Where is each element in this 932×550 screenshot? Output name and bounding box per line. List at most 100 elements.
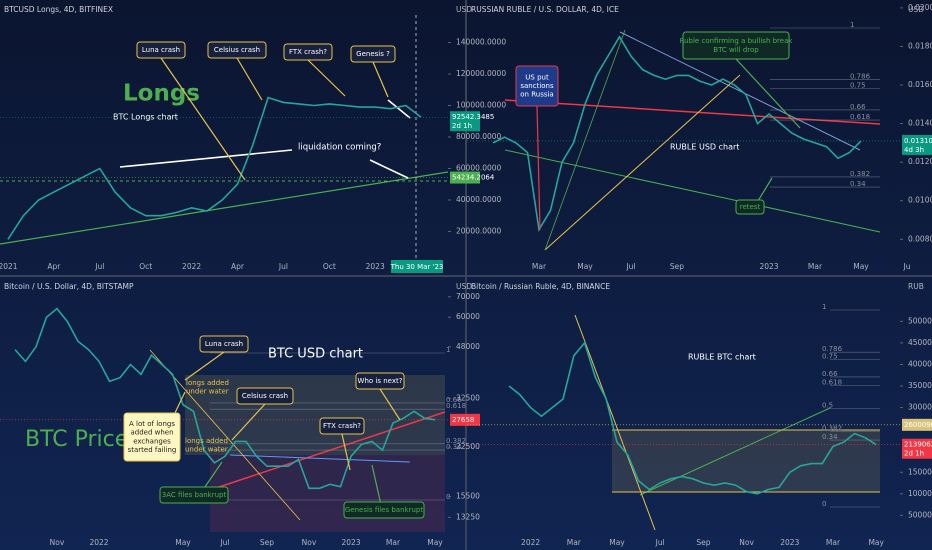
fib-label: 0.786 — [850, 73, 871, 81]
y-tick-label: 70000 — [456, 292, 480, 301]
callout — [350, 45, 396, 63]
y-tick-label: 15500 — [456, 492, 480, 501]
fib-label: 0.5 — [822, 402, 833, 410]
fib-label: 0.618 — [446, 402, 466, 410]
x-tick-label: Sep — [696, 538, 710, 547]
fib-label: 0.66 — [850, 103, 866, 111]
x-tick-label: 2023 — [780, 538, 799, 547]
callout — [207, 41, 267, 59]
y-tick-label: 22500 — [456, 442, 480, 451]
callout-text: Genesis files bankrupt — [345, 506, 423, 514]
x-tick-label: Mar — [532, 262, 547, 271]
y-tick-label: 5000000 — [908, 316, 932, 325]
price-line — [508, 341, 877, 495]
y-tick-label: 3000000 — [908, 403, 932, 412]
fib-label: 0.66 — [822, 370, 838, 378]
fib-label: 0.34 — [446, 443, 462, 451]
callout-text: sanctions — [520, 82, 554, 90]
x-tick-label: Oct — [139, 262, 152, 271]
price-line — [7, 96, 422, 240]
zone — [210, 455, 445, 532]
y-tick-label: 4000000 — [908, 359, 932, 368]
chart-title: Bitcoin / Russian Ruble, 4D, BINANCE — [471, 282, 610, 291]
x-tick-label: Mar — [567, 538, 582, 547]
drawing — [504, 149, 881, 233]
callout-text: on Russia — [520, 91, 553, 99]
date-tag — [391, 260, 443, 273]
callout-text: Genesis ? — [356, 50, 390, 58]
price-tag — [902, 418, 932, 431]
x-tick-label: Mar — [386, 538, 401, 547]
x-tick-label: 2023 — [759, 262, 778, 271]
callout-pointer — [372, 61, 389, 98]
callout-text: retest — [740, 203, 761, 211]
fib-label: 0.66 — [446, 396, 462, 404]
fib-label: 0.75 — [850, 81, 866, 89]
x-tick-label: Jul — [625, 262, 635, 271]
y-tick-label: 13250 — [456, 512, 480, 521]
fib-label: 1 — [850, 21, 854, 29]
chart-title: BTCUSD Longs, 4D, BITFINEX — [4, 5, 113, 14]
x-tick-label: Jul — [655, 538, 665, 547]
y-tick-label: 1000000 — [908, 489, 932, 498]
callout-text: Ruble confirming a bullish break — [680, 37, 794, 45]
x-tick-label: Sep — [670, 262, 684, 271]
fib-label: 0 — [822, 500, 826, 508]
callout-text: 3AC files bankrupt — [162, 491, 227, 499]
y-tick-label: 4500000 — [908, 338, 932, 347]
callout-text: Luna crash — [205, 340, 243, 348]
callout-text: Who is next? — [358, 377, 403, 385]
y-tick-label: 0.016000 — [908, 80, 932, 89]
y-tick-label: 0.018000 — [908, 41, 932, 50]
x-tick-label: 2021 — [0, 262, 18, 271]
fib-label: 1 — [822, 303, 826, 311]
callout-text: FTX crash? — [323, 422, 361, 430]
price-line — [14, 307, 436, 490]
x-tick-label: May — [175, 538, 191, 547]
callout-pointer — [536, 105, 541, 231]
fib-label: 0.786 — [822, 345, 843, 353]
drawing — [639, 407, 831, 496]
x-tick-label: May — [577, 262, 593, 271]
price-tag — [450, 111, 480, 132]
callout — [343, 501, 425, 519]
price-tag — [450, 171, 480, 184]
callout — [123, 412, 181, 462]
callout-pointer — [735, 58, 801, 129]
y-tick-label: 60000 — [456, 312, 480, 321]
fib-label: 0.382 — [822, 425, 842, 433]
fib-label: 0.382 — [446, 437, 466, 445]
x-tick-label: Mar — [826, 538, 841, 547]
callout-pointer — [379, 388, 401, 421]
callout-text: under water — [186, 388, 229, 396]
fib-label: 0.34 — [850, 180, 866, 188]
y-tick-label: 48000 — [456, 342, 480, 351]
axis-unit: USD — [908, 5, 924, 14]
x-tick-label: May — [609, 538, 625, 547]
y-tick-label: 0.014000 — [908, 119, 932, 128]
x-tick-label: Nov — [302, 538, 317, 547]
x-tick-label: Apr — [231, 262, 245, 271]
subheading: BTC USD chart — [268, 347, 363, 362]
subheading: BTC Longs chart — [113, 113, 178, 122]
chart-title: Bitcoin / U.S. Dollar, 4D, BITSTAMP — [4, 282, 134, 291]
x-tick-label: 2022 — [521, 538, 540, 547]
fib-label: 0.618 — [850, 113, 870, 121]
price-tag — [450, 413, 480, 426]
x-tick-label: Sep — [260, 538, 274, 547]
x-tick-label: 2023 — [341, 538, 360, 547]
x-tick-label: 2023 — [366, 262, 385, 271]
y-tick-label: 20000.0000 — [456, 226, 502, 235]
x-tick-label: Apr — [47, 262, 61, 271]
heading: Longs — [123, 81, 200, 107]
y-tick-label: 500000 — [908, 510, 932, 519]
callout-text: added when — [130, 429, 173, 437]
callout-text: BTC will drop — [713, 46, 759, 54]
callout-text: exchanges — [133, 437, 171, 445]
price-tag-label: 27658 — [452, 416, 474, 424]
price-tag-label: 0.013101 — [904, 137, 932, 145]
x-tick-label: Mar — [808, 262, 823, 271]
